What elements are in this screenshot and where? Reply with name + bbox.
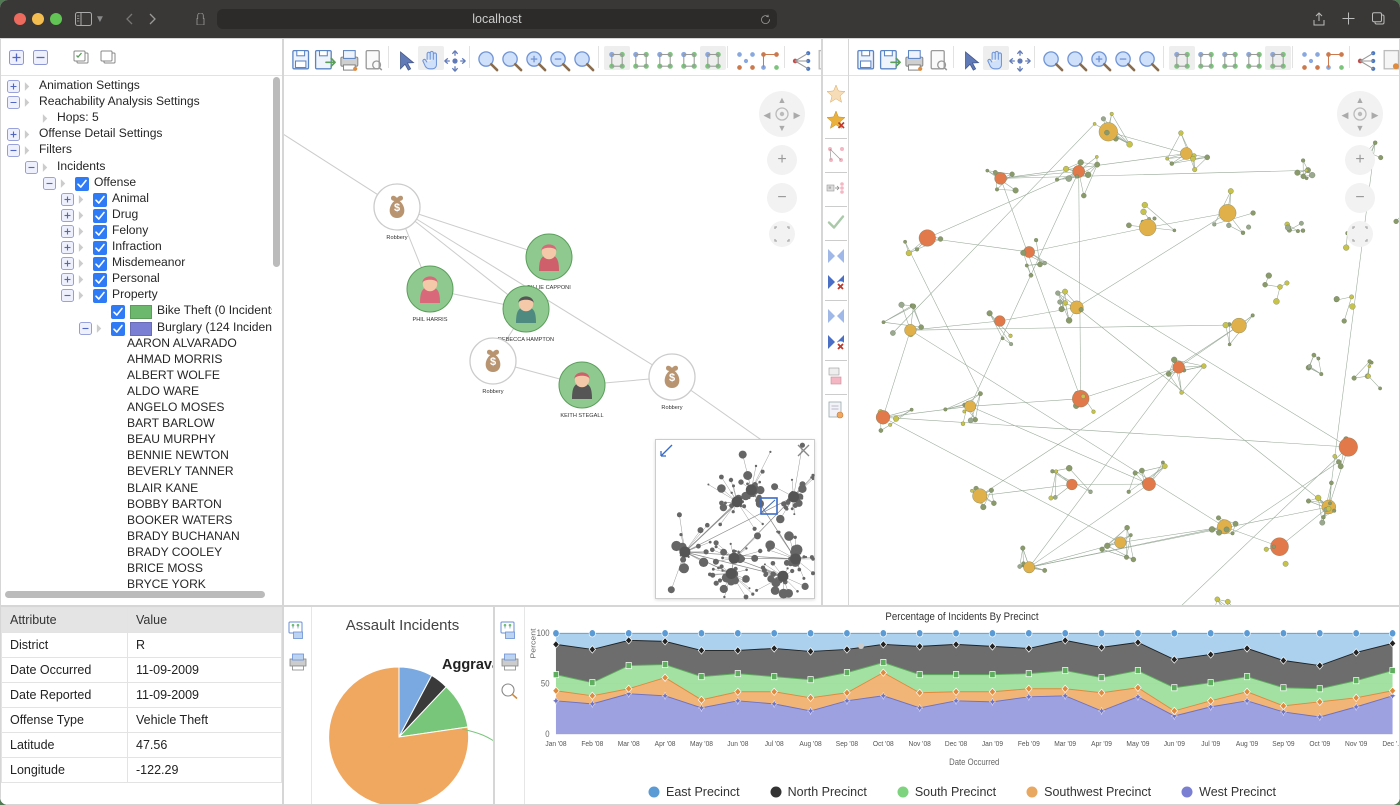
svg-text:50: 50 <box>541 679 550 689</box>
svg-text:Aggravate...: Aggravate... <box>442 657 494 673</box>
svg-text:Jan '09: Jan '09 <box>982 739 1003 747</box>
svg-text:▼: ▼ <box>778 123 787 133</box>
svg-text:Jul '09: Jul '09 <box>1201 739 1220 747</box>
svg-text:▲: ▲ <box>1356 95 1365 105</box>
svg-text:Percent: Percent <box>529 628 537 659</box>
svg-text:PHIL HARRIS: PHIL HARRIS <box>413 317 448 323</box>
svg-text:Robbery: Robbery <box>661 405 682 411</box>
svg-text:May '08: May '08 <box>690 739 713 747</box>
svg-text:$: $ <box>490 356 496 368</box>
svg-text:Aug '09: Aug '09 <box>1236 739 1258 747</box>
svg-text:Feb '09: Feb '09 <box>1018 739 1040 747</box>
svg-text:Apr '08: Apr '08 <box>655 739 676 747</box>
svg-text:Dec '08: Dec '08 <box>945 739 967 747</box>
svg-text:Jun '09: Jun '09 <box>1164 739 1185 747</box>
svg-text:Robbery: Robbery <box>482 389 503 395</box>
svg-text:▶: ▶ <box>1372 110 1379 120</box>
svg-text:Jan '08: Jan '08 <box>545 739 566 747</box>
svg-text:▲: ▲ <box>778 95 787 105</box>
svg-text:100: 100 <box>537 629 550 639</box>
svg-text:Nov '09: Nov '09 <box>1345 739 1367 747</box>
svg-text:Jul '08: Jul '08 <box>765 739 784 747</box>
svg-text:$: $ <box>394 202 400 214</box>
svg-text:▶: ▶ <box>794 110 801 120</box>
svg-text:Sep '09: Sep '09 <box>1272 739 1294 747</box>
svg-text:Percentage of Incidents By Pre: Percentage of Incidents By Precinct <box>885 612 1038 624</box>
svg-text:◀: ◀ <box>764 110 771 120</box>
svg-text:Jun '08: Jun '08 <box>727 739 748 747</box>
svg-text:Aug '08: Aug '08 <box>799 739 821 747</box>
svg-text:▼: ▼ <box>1356 123 1365 133</box>
svg-text:Oct '09: Oct '09 <box>1309 739 1330 747</box>
svg-text:0: 0 <box>545 730 550 740</box>
svg-text:Date Occurred: Date Occurred <box>949 757 1000 767</box>
svg-text:◀: ◀ <box>1342 110 1349 120</box>
svg-text:Robbery: Robbery <box>386 235 407 241</box>
svg-text:KEITH STEGALL: KEITH STEGALL <box>560 413 603 419</box>
svg-text:$: $ <box>669 372 675 384</box>
svg-text:Nov '08: Nov '08 <box>909 739 931 747</box>
svg-text:Sep '08: Sep '08 <box>836 739 858 747</box>
svg-text:Feb '08: Feb '08 <box>581 739 603 747</box>
svg-text:Mar '09: Mar '09 <box>1054 739 1076 747</box>
svg-text:May '09: May '09 <box>1126 739 1149 747</box>
svg-text:Dec '...: Dec '... <box>1382 739 1399 747</box>
svg-text:Oct '08: Oct '08 <box>873 739 894 747</box>
svg-text:≡: ≡ <box>829 186 832 192</box>
svg-text:Mar '08: Mar '08 <box>618 739 640 747</box>
svg-text:Apr '09: Apr '09 <box>1091 739 1112 747</box>
